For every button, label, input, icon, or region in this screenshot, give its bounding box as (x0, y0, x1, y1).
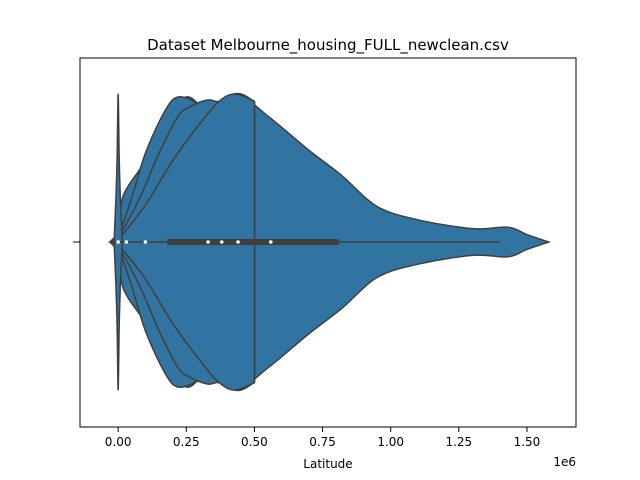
x-axis-label: Latitude (303, 457, 352, 471)
box-iqr (167, 239, 339, 245)
median-marker (219, 240, 224, 244)
x-tick-label: 1.25 (445, 435, 472, 449)
median-marker (268, 240, 273, 244)
x-tick-label: 0.75 (309, 435, 336, 449)
median-marker (236, 240, 240, 244)
x-tick-label: 1.50 (514, 435, 541, 449)
x-tick-label: 1.00 (377, 435, 404, 449)
median-marker (124, 240, 129, 244)
axis-multiplier: 1e6 (553, 455, 576, 469)
median-marker (143, 240, 148, 244)
median-marker (116, 240, 120, 244)
x-tick-label: 0.25 (173, 435, 200, 449)
plot-area (107, 92, 552, 392)
chart-title: Dataset Melbourne_housing_FULL_newclean.… (147, 36, 509, 55)
x-tick-label: 0.50 (241, 435, 268, 449)
x-axis-ticks: 0.00 0.25 0.50 0.75 1.00 1.25 1.50 (105, 427, 541, 449)
median-marker (206, 240, 210, 244)
x-tick-label: 0.00 (105, 435, 132, 449)
